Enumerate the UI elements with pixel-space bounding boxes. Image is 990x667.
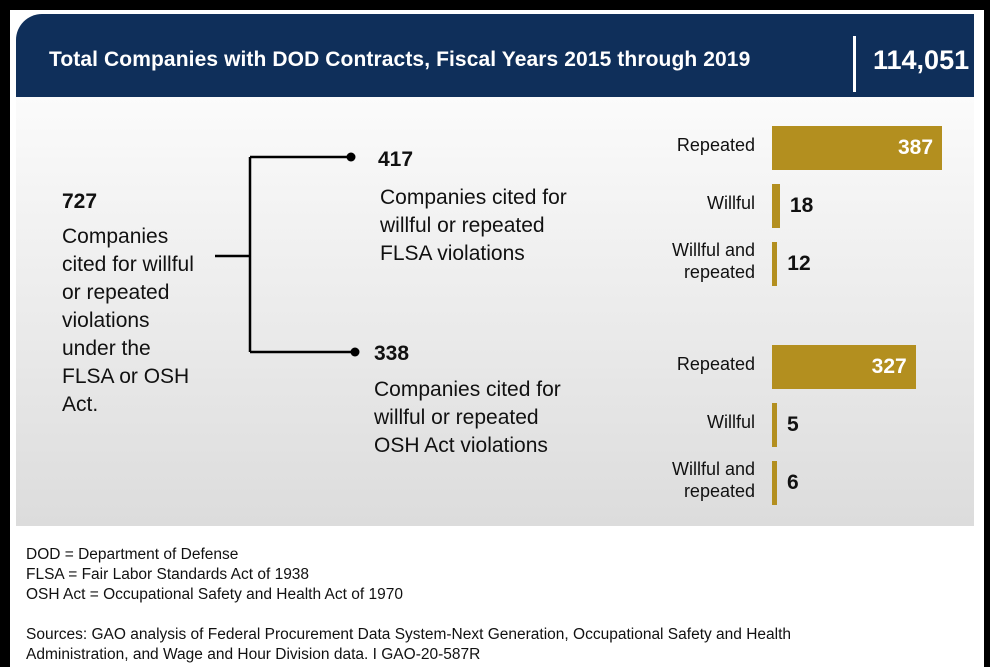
header-banner: Total Companies with DOD Contracts, Fisc… xyxy=(16,14,974,97)
bar-category-label: Willful xyxy=(707,193,755,213)
bar-value-label: 6 xyxy=(787,471,799,494)
bar xyxy=(772,345,916,389)
note-dod: DOD = Department of Defense xyxy=(26,546,239,563)
connector-dot-flsa xyxy=(346,152,356,162)
note-osh: OSH Act = Occupational Safety and Health… xyxy=(26,586,403,603)
bar-category-label: Repeated xyxy=(676,354,755,374)
banner-title: Total Companies with DOD Contracts, Fisc… xyxy=(49,48,751,71)
bar xyxy=(772,403,777,447)
bar-category-label: Willful and repeated xyxy=(671,459,755,501)
bar-category-label: Repeated xyxy=(676,135,755,155)
osh-count: 338 xyxy=(374,342,410,365)
bar xyxy=(772,126,942,170)
sources-note: Sources: GAO analysis of Federal Procure… xyxy=(26,626,792,663)
flsa-description: Companies cited for willful or repeated … xyxy=(380,186,567,265)
summary-count: 727 xyxy=(62,190,98,213)
bar-category-label: Willful xyxy=(707,412,755,432)
bar-value-label: 327 xyxy=(871,355,907,378)
note-flsa: FLSA = Fair Labor Standards Act of 1938 xyxy=(26,566,310,583)
bar-value-label: 18 xyxy=(789,194,814,217)
banner-divider xyxy=(853,36,856,92)
osh-description: Companies cited for willful or repeated … xyxy=(374,378,561,457)
total-companies: 114,051 xyxy=(873,45,970,75)
flsa-count: 417 xyxy=(378,148,414,171)
abbreviation-notes: DOD = Department of Defense FLSA = Fair … xyxy=(26,545,403,605)
bar-category-label: Willful and repeated xyxy=(671,240,755,282)
bar-value-label: 387 xyxy=(898,136,934,159)
bar xyxy=(772,184,780,228)
bar xyxy=(772,461,777,505)
bar xyxy=(772,242,778,286)
connector-dot-osh xyxy=(350,347,360,357)
bar-value-label: 12 xyxy=(787,252,811,275)
summary-description: Companies cited for willful or repeated … xyxy=(62,225,194,416)
bar-value-label: 5 xyxy=(787,413,799,436)
